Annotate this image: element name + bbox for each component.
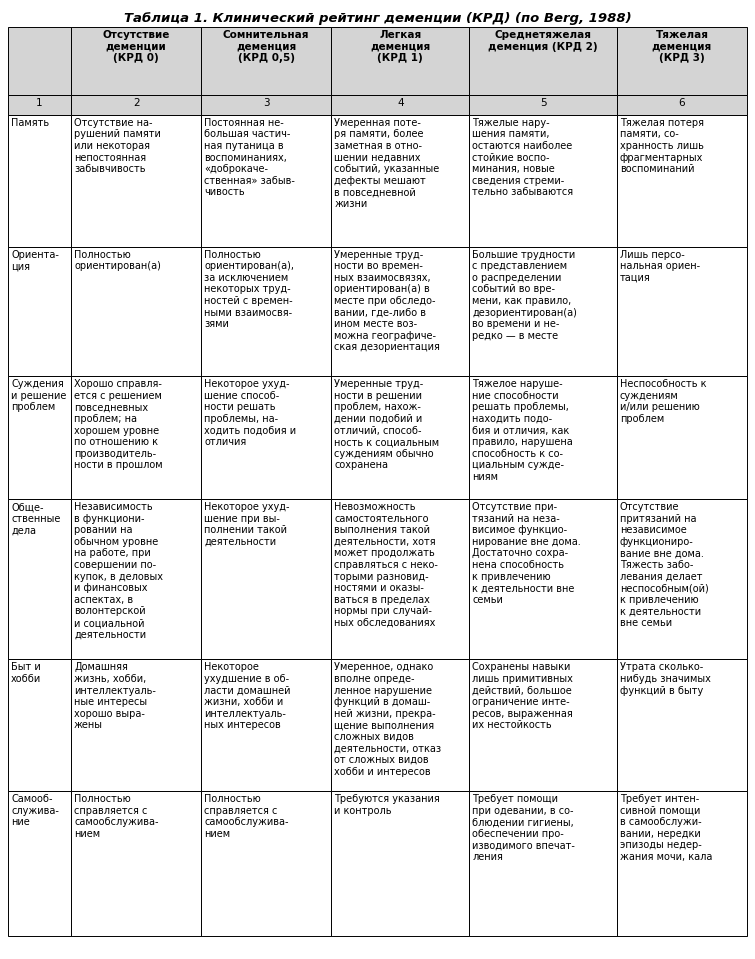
Text: Отсутствие при-
тязаний на неза-
висимое функцио-
нирование вне дома.
Достаточно: Отсутствие при- тязаний на неза- висимое… <box>473 503 581 605</box>
Text: Умеренная поте-
ря памяти, более
заметная в отно-
шении недавних
событий, указан: Умеренная поте- ря памяти, более заметна… <box>334 118 439 209</box>
Bar <box>8 246 71 376</box>
Text: Некоторое ухуд-
шение способ-
ности решать
проблемы, на-
ходить подобия и
отличи: Некоторое ухуд- шение способ- ности реша… <box>204 379 296 447</box>
Text: Ориента-
ция: Ориента- ция <box>11 249 59 271</box>
Bar <box>71 27 201 95</box>
Bar <box>201 246 331 376</box>
Bar <box>331 660 470 791</box>
Text: 4: 4 <box>397 98 404 108</box>
Text: Обще-
ственные
дела: Обще- ственные дела <box>11 503 60 535</box>
Bar <box>331 27 470 95</box>
Bar <box>470 27 617 95</box>
Text: Отсутствие на-
рушений памяти
или некоторая
непостоянная
забывчивость: Отсутствие на- рушений памяти или некото… <box>74 118 161 175</box>
Bar <box>617 376 747 499</box>
Text: Невозможность
самостоятельного
выполнения такой
деятельности, хотя
может продолж: Невозможность самостоятельного выполнени… <box>334 503 438 628</box>
Bar <box>8 499 71 660</box>
Bar <box>8 660 71 791</box>
Bar <box>71 95 201 115</box>
Text: Тяжелые нару-
шения памяти,
остаются наиболее
стойкие воспо-
минания, новые
свед: Тяжелые нару- шения памяти, остаются наи… <box>473 118 574 198</box>
Bar <box>201 791 331 936</box>
Text: Самооб-
служива-
ние: Самооб- служива- ние <box>11 794 59 828</box>
Bar <box>71 660 201 791</box>
Bar <box>470 660 617 791</box>
Bar <box>201 27 331 95</box>
Text: Некоторое ухуд-
шение при вы-
полнении такой
деятельности: Некоторое ухуд- шение при вы- полнении т… <box>204 503 290 547</box>
Bar <box>71 376 201 499</box>
Text: Умеренное, однако
вполне опреде-
ленное нарушение
функций в домаш-
ней жизни, пр: Умеренное, однако вполне опреде- ленное … <box>334 663 442 777</box>
Bar <box>201 499 331 660</box>
Text: Полностью
ориентирован(а): Полностью ориентирован(а) <box>74 249 161 271</box>
Bar <box>617 660 747 791</box>
Text: Умеренные труд-
ности в решении
проблем, нахож-
дении подобий и
отличий, способ-: Умеренные труд- ности в решении проблем,… <box>334 379 439 470</box>
Text: Суждения
и решение
проблем: Суждения и решение проблем <box>11 379 66 412</box>
Bar <box>8 791 71 936</box>
Bar <box>8 27 71 95</box>
Bar <box>617 27 747 95</box>
Bar <box>617 791 747 936</box>
Text: Умеренные труд-
ности во времен-
ных взаимосвязях,
ориентирован(а) в
месте при о: Умеренные труд- ности во времен- ных вза… <box>334 249 440 352</box>
Bar <box>331 115 470 246</box>
Text: Тяжелое наруше-
ние способности
решать проблемы,
находить подо-
бия и отличия, к: Тяжелое наруше- ние способности решать п… <box>473 379 573 482</box>
Bar <box>201 95 331 115</box>
Text: Тяжелая
деменция
(КРД 3): Тяжелая деменция (КРД 3) <box>652 30 712 63</box>
Bar <box>71 246 201 376</box>
Text: Полностью
справляется с
самообслужива-
нием: Полностью справляется с самообслужива- н… <box>74 794 159 839</box>
Bar <box>201 376 331 499</box>
Bar <box>617 115 747 246</box>
Text: Память: Память <box>11 118 49 128</box>
Text: Постоянная не-
большая частич-
ная путаница в
воспоминаниях,
«доброкаче-
ственна: Постоянная не- большая частич- ная путан… <box>204 118 295 198</box>
Text: Большие трудности
с представлением
о распределении
событий во вре-
мени, как пра: Большие трудности с представлением о рас… <box>473 249 578 340</box>
Bar <box>470 376 617 499</box>
Bar <box>470 115 617 246</box>
Text: Полностью
ориентирован(а),
за исключением
некоторых труд-
ностей с времен-
ными : Полностью ориентирован(а), за исключение… <box>204 249 294 329</box>
Text: Требует интен-
сивной помощи
в самообслужи-
вании, нередки
эпизоды недер-
жания : Требует интен- сивной помощи в самообслу… <box>620 794 712 862</box>
Text: Неспособность к
суждениям
и/или решению
проблем: Неспособность к суждениям и/или решению … <box>620 379 707 424</box>
Bar <box>201 660 331 791</box>
Text: Полностью
справляется с
самообслужива-
нием: Полностью справляется с самообслужива- н… <box>204 794 288 839</box>
Bar <box>617 499 747 660</box>
Text: 1: 1 <box>36 98 43 108</box>
Text: Среднетяжелая
деменция (КРД 2): Среднетяжелая деменция (КРД 2) <box>488 30 598 52</box>
Bar <box>470 499 617 660</box>
Bar <box>71 791 201 936</box>
Bar <box>331 791 470 936</box>
Bar <box>331 95 470 115</box>
Text: Некоторое
ухудшение в об-
ласти домашней
жизни, хобби и
интеллектуаль-
ных интер: Некоторое ухудшение в об- ласти домашней… <box>204 663 291 731</box>
Text: Хорошо справля-
ется с решением
повседневных
проблем; на
хорошем уровне
по отнош: Хорошо справля- ется с решением повседне… <box>74 379 162 470</box>
Text: Легкая
деменция
(КРД 1): Легкая деменция (КРД 1) <box>370 30 430 63</box>
Text: Отсутствие
деменции
(КРД 0): Отсутствие деменции (КРД 0) <box>103 30 170 63</box>
Text: Тяжелая потеря
памяти, со-
хранность лишь
фрагментарных
воспоминаний: Тяжелая потеря памяти, со- хранность лиш… <box>620 118 704 175</box>
Bar <box>470 95 617 115</box>
Bar <box>331 499 470 660</box>
Bar <box>331 246 470 376</box>
Bar <box>8 95 71 115</box>
Bar <box>8 376 71 499</box>
Bar <box>617 246 747 376</box>
Text: 5: 5 <box>540 98 547 108</box>
Text: 6: 6 <box>679 98 686 108</box>
Bar <box>71 115 201 246</box>
Text: Домашняя
жизнь, хобби,
интеллектуаль-
ные интересы
хорошо выра-
жены: Домашняя жизнь, хобби, интеллектуаль- ны… <box>74 663 156 731</box>
Bar <box>331 376 470 499</box>
Text: Сомнительная
деменция
(КРД 0,5): Сомнительная деменция (КРД 0,5) <box>223 30 310 63</box>
Bar <box>617 95 747 115</box>
Text: Таблица 1. Клинический рейтинг деменции (КРД) (по Berg, 1988): Таблица 1. Клинический рейтинг деменции … <box>124 12 631 25</box>
Text: 2: 2 <box>133 98 140 108</box>
Text: 3: 3 <box>263 98 270 108</box>
Text: Утрата сколько-
нибудь значимых
функций в быту: Утрата сколько- нибудь значимых функций … <box>620 663 710 695</box>
Bar <box>470 791 617 936</box>
Text: Лишь персо-
нальная ориен-
тация: Лишь персо- нальная ориен- тация <box>620 249 700 283</box>
Bar <box>201 115 331 246</box>
Text: Быт и
хобби: Быт и хобби <box>11 663 42 684</box>
Text: Требует помощи
при одевании, в со-
блюдении гигиены,
обеспечении про-
изводимого: Требует помощи при одевании, в со- блюде… <box>473 794 575 862</box>
Text: Сохранены навыки
лишь примитивных
действий, большое
ограничение инте-
ресов, выр: Сохранены навыки лишь примитивных действ… <box>473 663 573 731</box>
Bar <box>71 499 201 660</box>
Text: Требуются указания
и контроль: Требуются указания и контроль <box>334 794 440 816</box>
Bar <box>8 115 71 246</box>
Text: Независимость
в функциони-
ровании на
обычном уровне
на работе, при
совершении п: Независимость в функциони- ровании на об… <box>74 503 163 640</box>
Bar <box>470 246 617 376</box>
Text: Отсутствие
притязаний на
независимое
функциониро-
вание вне дома.
Тяжесть забо-
: Отсутствие притязаний на независимое фун… <box>620 503 709 628</box>
